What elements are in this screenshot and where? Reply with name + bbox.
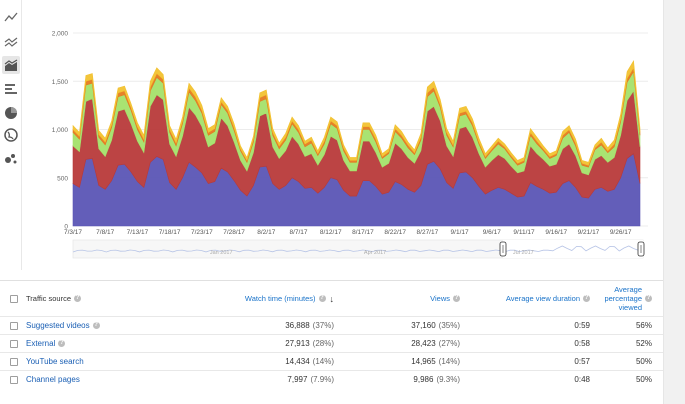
row-checkbox[interactable]	[10, 371, 19, 388]
average-duration-value: 0:58	[574, 339, 590, 348]
navigator-trend-line	[72, 245, 644, 253]
help-icon[interactable]: ?	[74, 295, 82, 302]
x-tick-label: 7/13/17	[127, 229, 149, 236]
area-series-5[interactable]	[72, 60, 641, 166]
watch-time-value: 27,913	[285, 339, 310, 348]
navigator-label: Jul 2017	[513, 250, 534, 256]
chart-type-toolbar	[0, 0, 22, 270]
header-views[interactable]: Views	[430, 294, 450, 303]
views-percent: (9.3%)	[436, 375, 460, 384]
average-duration-value: 0:48	[574, 375, 590, 384]
views-percent: (27%)	[438, 339, 460, 348]
select-all-checkbox[interactable]	[10, 281, 19, 316]
page-scrollbar[interactable]	[663, 0, 685, 404]
x-tick-label: 8/2/17	[257, 229, 275, 236]
table-header: Traffic source ? Watch time (minutes) ? …	[0, 280, 663, 316]
header-average-percentage-viewed[interactable]: Average percentage viewed	[604, 285, 642, 312]
row-checkbox[interactable]	[10, 335, 19, 352]
line-chart-icon[interactable]	[2, 8, 20, 26]
help-icon[interactable]: ?	[645, 295, 652, 302]
table-row: External? 27,913 (28%) 28,423 (27%) 0:58 52%	[0, 334, 663, 352]
help-icon[interactable]: ?	[318, 295, 326, 302]
views-percent: (35%)	[438, 321, 460, 330]
globe-map-icon[interactable]	[2, 126, 20, 144]
header-traffic-source[interactable]: Traffic source	[26, 294, 72, 303]
x-tick-label: 9/11/17	[513, 229, 535, 236]
watch-time-percent: (14%)	[312, 357, 334, 366]
sort-down-arrow-icon[interactable]: ↓	[329, 293, 335, 304]
average-percentage-value: 52%	[635, 339, 652, 348]
average-percentage-value: 50%	[635, 357, 652, 366]
traffic-source-link[interactable]: Suggested videos	[26, 321, 90, 330]
x-tick-label: 8/12/17	[320, 229, 342, 236]
pie-chart-icon[interactable]	[2, 104, 20, 122]
help-icon[interactable]: ?	[453, 295, 460, 302]
y-tick-label: 0	[64, 224, 68, 231]
header-average-view-duration[interactable]: Average view duration	[505, 294, 580, 303]
watch-time-percent: (28%)	[312, 339, 334, 348]
bubble-chart-icon[interactable]	[2, 149, 20, 167]
x-tick-label: 7/28/17	[223, 229, 245, 236]
views-percent: (14%)	[438, 357, 460, 366]
x-tick-label: 7/3/17	[64, 229, 82, 236]
watch-time-percent: (7.9%)	[310, 375, 334, 384]
x-tick-label: 8/27/17	[417, 229, 439, 236]
header-watch-time[interactable]: Watch time (minutes)	[244, 294, 316, 303]
y-tick-label: 1,000	[52, 127, 69, 134]
traffic-source-link[interactable]: External	[26, 339, 56, 348]
multi-line-chart-icon[interactable]	[2, 33, 20, 51]
navigator-label: Jan 2017	[210, 250, 233, 256]
average-duration-value: 0:57	[574, 357, 590, 366]
watch-time-value: 36,888	[285, 321, 310, 330]
table-row: Channel pages 7,997 (7.9%) 9,986 (9.3%) 0:48 5…	[0, 370, 663, 388]
x-tick-label: 9/1/17	[451, 229, 469, 236]
table-row: Suggested videos? 36,888 (37%) 37,160 (35%) 0…	[0, 316, 663, 334]
stacked-area-chart-icon[interactable]	[2, 56, 20, 74]
x-tick-label: 9/21/17	[578, 229, 600, 236]
average-percentage-value: 56%	[635, 321, 652, 330]
bar-chart-icon[interactable]	[2, 80, 20, 98]
x-tick-label: 7/23/17	[191, 229, 213, 236]
y-tick-label: 1,500	[52, 79, 69, 86]
table-row: YouTube search 14,434 (14%) 14,965 (14%) 0:57…	[0, 352, 663, 370]
average-percentage-value: 50%	[635, 375, 652, 384]
x-tick-label: 8/7/17	[289, 229, 307, 236]
views-value: 37,160	[411, 321, 436, 330]
views-value: 28,423	[411, 339, 436, 348]
watch-time-value: 7,997	[287, 375, 308, 384]
help-icon[interactable]: ?	[583, 295, 590, 302]
row-checkbox[interactable]	[10, 353, 19, 370]
watch-time-percent: (37%)	[312, 321, 334, 330]
watch-time-value: 14,434	[285, 357, 310, 366]
help-icon[interactable]: ?	[58, 340, 66, 347]
traffic-source-link[interactable]: Channel pages	[26, 375, 80, 384]
y-tick-label: 500	[57, 175, 68, 182]
navigator-label: Apr 2017	[364, 250, 386, 256]
x-tick-label: 8/22/17	[384, 229, 406, 236]
traffic-source-link[interactable]: YouTube search	[26, 357, 84, 366]
views-value: 14,965	[411, 357, 436, 366]
x-tick-label: 9/16/17	[545, 229, 567, 236]
help-icon[interactable]: ?	[92, 322, 100, 329]
average-duration-value: 0:59	[574, 321, 590, 330]
views-value: 9,986	[413, 375, 434, 384]
x-tick-label: 8/17/17	[352, 229, 374, 236]
x-tick-label: 9/26/17	[610, 229, 632, 236]
stacked-area-chart: 0 500 1,000 1,500 2,000 7/3/17 7/8/17 7/13/17 7…	[52, 31, 648, 259]
x-tick-label: 9/6/17	[483, 229, 501, 236]
x-tick-label: 7/8/17	[96, 229, 114, 236]
y-tick-label: 2,000	[52, 31, 69, 38]
x-tick-label: 7/18/17	[159, 229, 181, 236]
row-checkbox[interactable]	[10, 317, 19, 334]
